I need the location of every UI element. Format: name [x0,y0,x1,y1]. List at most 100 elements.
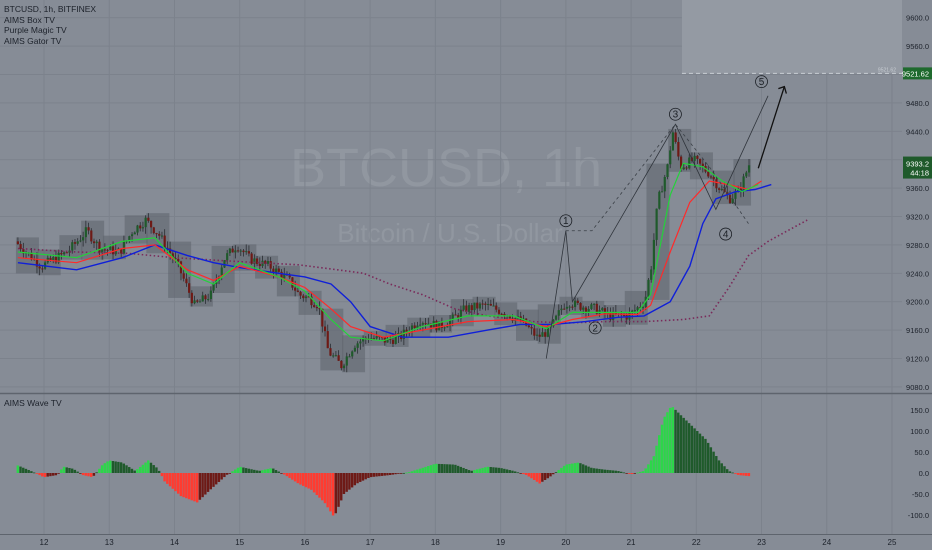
wave-bar [522,473,525,475]
wave-bar [111,461,115,473]
wave-bar [573,463,577,473]
candle-body [133,232,136,235]
wave-bar [190,473,193,501]
wave-bar [166,473,169,484]
candle-body [419,324,422,326]
candle-body [334,355,338,357]
candle-body [353,347,357,352]
wave-bar [41,473,44,477]
candle-body [709,176,713,178]
wave-bar [225,473,229,475]
wave-oscillator [16,407,751,516]
wave-bar [130,468,134,473]
wave-bar [187,473,191,500]
wave-bar [451,464,454,473]
wave-bar [263,469,267,473]
candle-body [389,338,392,340]
wave-bar [435,463,438,473]
oscillator-title[interactable]: AIMS Wave TV [4,398,62,408]
candle-body [745,172,748,177]
wave-bar [95,472,98,474]
candle-body [462,305,465,310]
wave-bar [16,465,20,473]
target-price-value: 9521.62 [902,69,929,78]
candle-body [631,310,634,313]
candle-body [321,308,324,327]
wave-bar [144,462,147,473]
candle-body [465,305,468,312]
candle-body [685,167,688,169]
candle-body [584,307,588,312]
candle-body [737,188,740,193]
wave-bar [742,473,745,476]
candle-body [503,313,506,316]
symbol-line[interactable]: BTCUSD, 1h, BITFINEX [4,4,97,14]
candle-body [318,308,321,310]
candle-body [650,269,653,280]
projection-arrow [757,86,785,169]
price-axis-label: 9240.0 [906,269,929,278]
price-axis-label: 9200.0 [906,298,929,307]
gator-teeth-line [17,180,762,338]
candle-body [120,248,123,254]
watermark-description: Bitcoin / U.S. Dollar [337,218,563,248]
wave-bar [407,472,411,473]
candle-body [410,325,414,333]
wave-bar [565,464,569,473]
wave-bar [87,473,90,477]
candle-body [606,312,609,314]
candle-body [679,156,683,170]
axes: 9600.09560.09520.09480.09440.09400.09360… [0,14,932,547]
candle-body [497,309,501,314]
wave-bar [571,463,574,473]
wave-bar [478,468,482,473]
wave-bar [519,473,522,474]
wave-bar [658,435,661,473]
candle-body [326,331,329,349]
candle-body [394,336,397,344]
time-axis-label: 15 [235,538,244,547]
indicator-aims-gator[interactable]: AIMS Gator TV [4,35,62,46]
candle-body [158,233,161,236]
candle-body [473,302,476,311]
candle-body [84,227,87,238]
indicator-purple-magic[interactable]: Purple Magic TV [4,25,67,35]
candle-body [76,241,79,244]
candle-body [448,320,452,327]
wave-bar [307,473,310,489]
candle-body [342,365,346,369]
candle-body [258,263,261,267]
chart-legend: BTCUSD, 1h, BITFINEX AIMS Box TV Purple … [4,4,96,46]
wave-bar [432,464,435,473]
wave-bar [128,467,131,473]
wave-bar [399,473,403,474]
wave-bar [152,465,155,473]
wave-bar [179,473,183,497]
wave-bar [133,470,136,473]
candle-body [429,323,433,328]
wave-bar [467,470,471,473]
wave-bar [250,469,253,473]
wave-bar [340,473,343,501]
candle-body [73,242,77,244]
countdown-value: 44:18 [910,169,929,178]
wave-bar [513,471,517,473]
wave-bar [696,431,699,473]
wave-marker-circle [755,75,768,89]
candle-body [19,244,22,250]
wave-bar [49,473,52,477]
candle-body [467,305,471,312]
aims-box [494,302,518,326]
wave-bar [356,473,359,484]
candle-body [593,303,596,305]
wave-bar [304,473,308,488]
wave-bar [489,467,492,473]
candle-body [573,300,577,307]
wave-bar [109,460,112,473]
wave-bar [584,465,588,473]
indicator-aims-box[interactable]: AIMS Box TV [4,14,55,25]
candle-body [378,336,381,338]
candle-body [391,339,395,344]
